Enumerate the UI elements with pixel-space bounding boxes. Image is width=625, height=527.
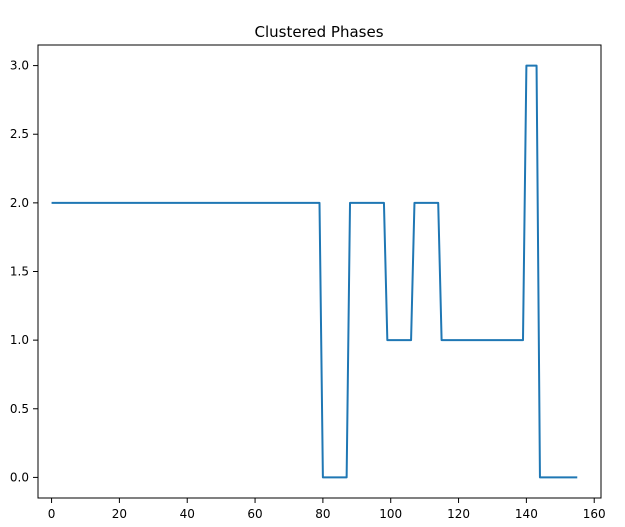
x-tick-label: 0: [48, 507, 56, 521]
plot-area: [51, 64, 578, 479]
y-tick-label: 2.5: [10, 127, 29, 141]
x-tick-label: 40: [180, 507, 195, 521]
x-tick-label: 100: [379, 507, 402, 521]
x-tick-label: 20: [112, 507, 127, 521]
x-tick-label: 160: [583, 507, 606, 521]
series-line-0: [51, 64, 578, 479]
x-tick-label: 60: [247, 507, 262, 521]
y-tick-label: 3.0: [10, 59, 29, 73]
x-tick-label: 140: [515, 507, 538, 521]
chart-title: Clustered Phases: [254, 23, 383, 41]
y-tick-label: 0.5: [10, 402, 29, 416]
y-tick-label: 0.0: [10, 470, 29, 484]
x-tick-label: 120: [447, 507, 470, 521]
y-tick-label: 2.0: [10, 196, 29, 210]
y-tick-label: 1.5: [10, 265, 29, 279]
y-tick-label: 1.0: [10, 333, 29, 347]
x-tick-label: 80: [315, 507, 330, 521]
axes: 0 20 40 60 80 100 120 140 160 0.0 0.5 1.0 1.5 2.0 2.5 3…: [10, 44, 606, 521]
